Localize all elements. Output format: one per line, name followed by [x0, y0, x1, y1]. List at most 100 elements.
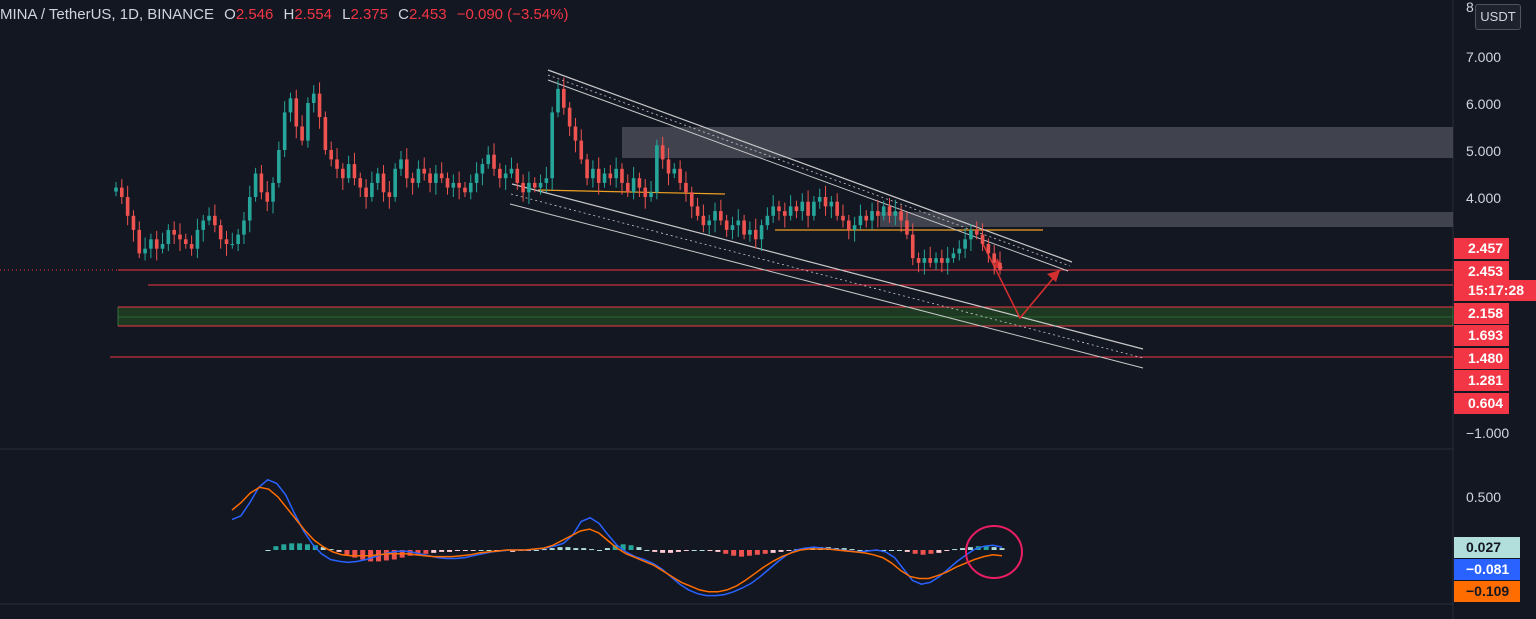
price-badge-label: 1.281 — [1468, 372, 1503, 388]
candle-body — [393, 168, 397, 197]
price-badge-label: 2.453 — [1468, 263, 1503, 279]
price-badge-label: 2.457 — [1468, 240, 1503, 256]
candle-body — [294, 98, 299, 127]
macd-histogram-bar — [596, 550, 602, 551]
price-tick-label: 7.000 — [1466, 49, 1501, 65]
candle-body — [282, 112, 287, 150]
resistance-zone-lower — [880, 212, 1453, 227]
macd-histogram-bar — [628, 545, 634, 550]
macd-histogram-bar — [952, 549, 958, 551]
change-value: −0.090 (−3.54%) — [456, 6, 569, 23]
candle-body — [806, 201, 810, 216]
macd-histogram-bar — [881, 550, 887, 551]
channel-upper-mid — [547, 74, 1071, 267]
macd-histogram-bar — [478, 550, 484, 551]
candle-body — [120, 187, 124, 197]
candle-body — [678, 168, 682, 183]
candle-body — [288, 98, 293, 113]
candle-body — [468, 182, 473, 193]
macd-histogram-bar — [415, 550, 421, 555]
candle-body — [387, 192, 392, 197]
macd-histogram-bar — [273, 546, 279, 550]
price-badge-bg — [1454, 370, 1509, 391]
macd-histogram-bar — [360, 550, 366, 560]
candle-body — [591, 168, 595, 179]
candle-body — [777, 206, 781, 212]
macd-histogram-bar — [936, 550, 942, 553]
candle-body — [434, 173, 438, 183]
candle-body — [439, 173, 444, 179]
candle-body — [131, 215, 136, 230]
macd-histogram-bar — [920, 550, 926, 555]
macd-histogram-bar — [786, 550, 792, 551]
candle-body — [213, 215, 217, 226]
candle-body — [992, 253, 996, 263]
channel-upper-inner — [547, 79, 1069, 272]
candle-body — [974, 229, 979, 235]
candle-body — [329, 150, 333, 160]
macd-histogram-bar — [604, 548, 610, 550]
candle-body — [259, 173, 264, 193]
macd-histogram-bar — [739, 550, 745, 557]
candle-body — [614, 168, 618, 179]
candle-body — [311, 93, 316, 103]
candle-body — [783, 211, 787, 216]
candle-body — [527, 182, 531, 193]
macd-histogram-bar — [652, 550, 658, 552]
macd-badge-label: −0.109 — [1466, 583, 1509, 599]
macd-histogram-bar — [470, 550, 476, 551]
candle-body — [998, 262, 1002, 270]
macd-histogram-bar — [991, 547, 997, 550]
currency-unit-button[interactable]: USDT — [1475, 4, 1521, 30]
candle-body — [498, 168, 502, 179]
macd-histogram-bar — [423, 550, 429, 554]
candle-body — [375, 173, 380, 183]
candle-body — [765, 215, 770, 226]
candle-body — [701, 215, 706, 226]
macd-histogram-bar — [462, 550, 468, 551]
candle-body — [852, 225, 857, 230]
candle-body — [230, 244, 235, 245]
candle-body — [876, 211, 880, 216]
candle-body — [788, 206, 793, 216]
macd-histogram-bar — [904, 550, 910, 552]
candle-body — [341, 168, 345, 179]
price-tick-label: −1.000 — [1466, 425, 1509, 441]
candle-body — [969, 229, 973, 240]
macd-histogram-bar — [715, 550, 721, 552]
candle-body — [986, 244, 991, 254]
candle-body — [800, 201, 805, 212]
candle-body — [253, 173, 258, 197]
macd-histogram-bar — [549, 548, 555, 550]
macd-histogram-bar — [510, 550, 516, 552]
macd-badge-label: −0.081 — [1466, 561, 1509, 577]
open-value: 2.546 — [235, 6, 274, 23]
candle-body — [928, 258, 933, 263]
macd-badge-bg — [1454, 537, 1520, 558]
price-badge-bg — [1454, 238, 1509, 259]
candle-body — [753, 229, 758, 240]
candle-body — [323, 117, 328, 150]
macd-histogram-bar — [770, 550, 776, 553]
candle-body — [893, 211, 898, 216]
macd-line — [231, 478, 1003, 597]
macd-badge-label: 0.027 — [1466, 539, 1501, 555]
macd-histogram-bar — [533, 550, 539, 551]
chart-header: MINA / TetherUS, 1D, BINANCE O2.546 H2.5… — [0, 6, 568, 23]
macd-histogram-bar — [668, 550, 674, 553]
macd-histogram-bar — [289, 543, 295, 550]
candle-body — [381, 173, 386, 193]
candle-body — [358, 178, 363, 188]
macd-histogram-bar — [699, 550, 705, 551]
macd-histogram-bar — [889, 550, 895, 551]
macd-histogram-bar — [344, 550, 350, 555]
macd-histogram-bar — [849, 549, 855, 551]
macd-histogram-bar — [928, 550, 934, 554]
macd-histogram-bar — [944, 550, 950, 551]
candle-body — [637, 178, 642, 188]
candle-body — [596, 168, 601, 183]
macd-histogram-bar — [304, 544, 310, 550]
candle-body — [352, 164, 357, 179]
orange-level-1 — [537, 189, 726, 195]
